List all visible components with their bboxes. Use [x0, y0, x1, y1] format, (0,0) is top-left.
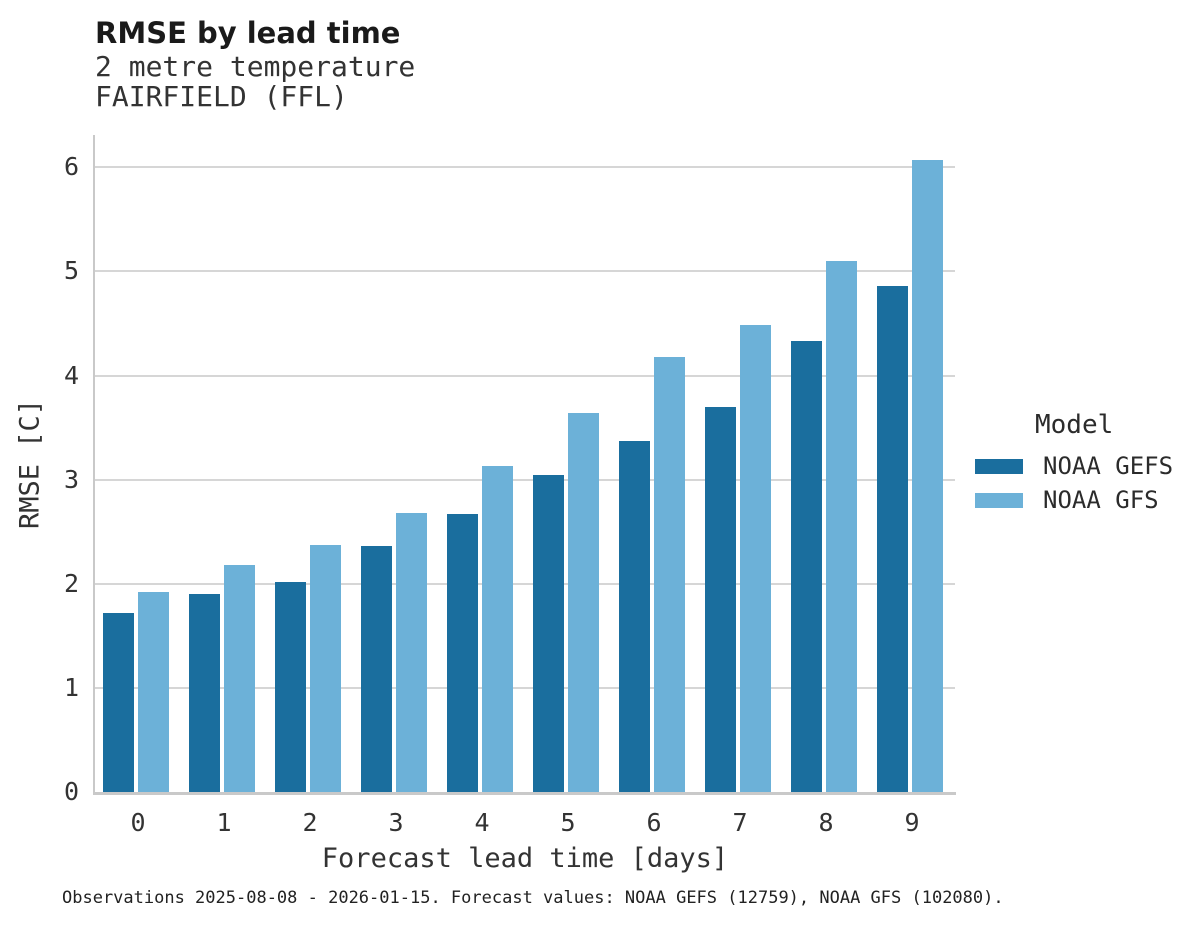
- bar-noaa-gfs-lead-9: [912, 160, 943, 792]
- x-tick-label-7: 7: [732, 808, 748, 837]
- gridline-y-3: [95, 478, 955, 481]
- bar-noaa-gefs-lead-6: [619, 441, 650, 792]
- legend-title: Model: [1035, 410, 1114, 440]
- chart-title: RMSE by lead time: [95, 16, 401, 50]
- y-tick-label-1: 1: [63, 672, 79, 702]
- bar-noaa-gefs-lead-8: [791, 341, 822, 792]
- bar-noaa-gfs-lead-7: [740, 324, 771, 792]
- legend-swatch-noaa-gefs: [975, 458, 1023, 474]
- y-tick-label-5: 5: [63, 256, 79, 286]
- bar-noaa-gfs-lead-6: [654, 356, 685, 792]
- x-tick-label-1: 1: [216, 808, 232, 837]
- bar-noaa-gfs-lead-2: [310, 545, 341, 792]
- x-tick-label-8: 8: [818, 808, 834, 837]
- bar-noaa-gfs-lead-0: [138, 592, 169, 792]
- y-tick-label-3: 3: [63, 464, 79, 494]
- x-tick-label-3: 3: [388, 808, 404, 837]
- bar-noaa-gfs-lead-8: [826, 261, 857, 792]
- bar-noaa-gefs-lead-1: [189, 594, 220, 792]
- y-tick-label-4: 4: [63, 360, 79, 390]
- bar-noaa-gefs-lead-4: [447, 514, 478, 792]
- gridline-y-5: [95, 270, 955, 273]
- bar-noaa-gefs-lead-3: [361, 546, 392, 792]
- y-axis-spine: [93, 135, 95, 792]
- x-tick-label-2: 2: [302, 808, 318, 837]
- legend-label: NOAA GEFS: [1043, 452, 1174, 480]
- legend-item-noaa-gfs: NOAA GFS: [975, 486, 1159, 514]
- legend-swatch-noaa-gfs: [975, 492, 1023, 508]
- y-tick-label-0: 0: [63, 777, 79, 806]
- gridline-y-6: [95, 166, 955, 169]
- bar-noaa-gefs-lead-7: [705, 406, 736, 792]
- bar-noaa-gfs-lead-3: [396, 512, 427, 792]
- bar-noaa-gefs-lead-0: [103, 612, 134, 792]
- plot-area: 0 1 2 3 4 5 6 0 1 2 3 4 5 6 7 8 9: [64, 135, 956, 837]
- x-tick-label-6: 6: [646, 808, 662, 837]
- chart-subtitle-variable: 2 metre temperature: [95, 50, 416, 83]
- x-axis-spine: [93, 792, 956, 795]
- gridline-y-4: [95, 374, 955, 377]
- bar-noaa-gefs-lead-5: [533, 475, 564, 792]
- bar-noaa-gefs-lead-2: [275, 581, 306, 792]
- y-tick-label-2: 2: [63, 568, 79, 598]
- bar-noaa-gfs-lead-1: [224, 565, 255, 792]
- y-tick-label-6: 6: [63, 152, 79, 182]
- bar-noaa-gfs-lead-5: [568, 413, 599, 792]
- x-tick-label-9: 9: [904, 808, 920, 837]
- legend: Model NOAA GEFS NOAA GFS: [975, 405, 1193, 525]
- legend-label: NOAA GFS: [1043, 486, 1159, 514]
- footer-caption: Observations 2025-08-08 - 2026-01-15. Fo…: [62, 888, 1004, 908]
- x-tick-label-4: 4: [474, 808, 490, 837]
- chart-subtitle-station: FAIRFIELD (FFL): [95, 80, 348, 113]
- gridline-y-2: [95, 582, 955, 585]
- gridline-y-1: [95, 686, 955, 689]
- x-axis-title: Forecast lead time [days]: [321, 843, 729, 874]
- x-tick-label-5: 5: [560, 808, 576, 837]
- legend-item-noaa-gefs: NOAA GEFS: [975, 452, 1173, 480]
- bar-noaa-gefs-lead-9: [877, 285, 908, 792]
- bar-noaa-gfs-lead-4: [482, 466, 513, 792]
- x-tick-label-0: 0: [130, 808, 146, 837]
